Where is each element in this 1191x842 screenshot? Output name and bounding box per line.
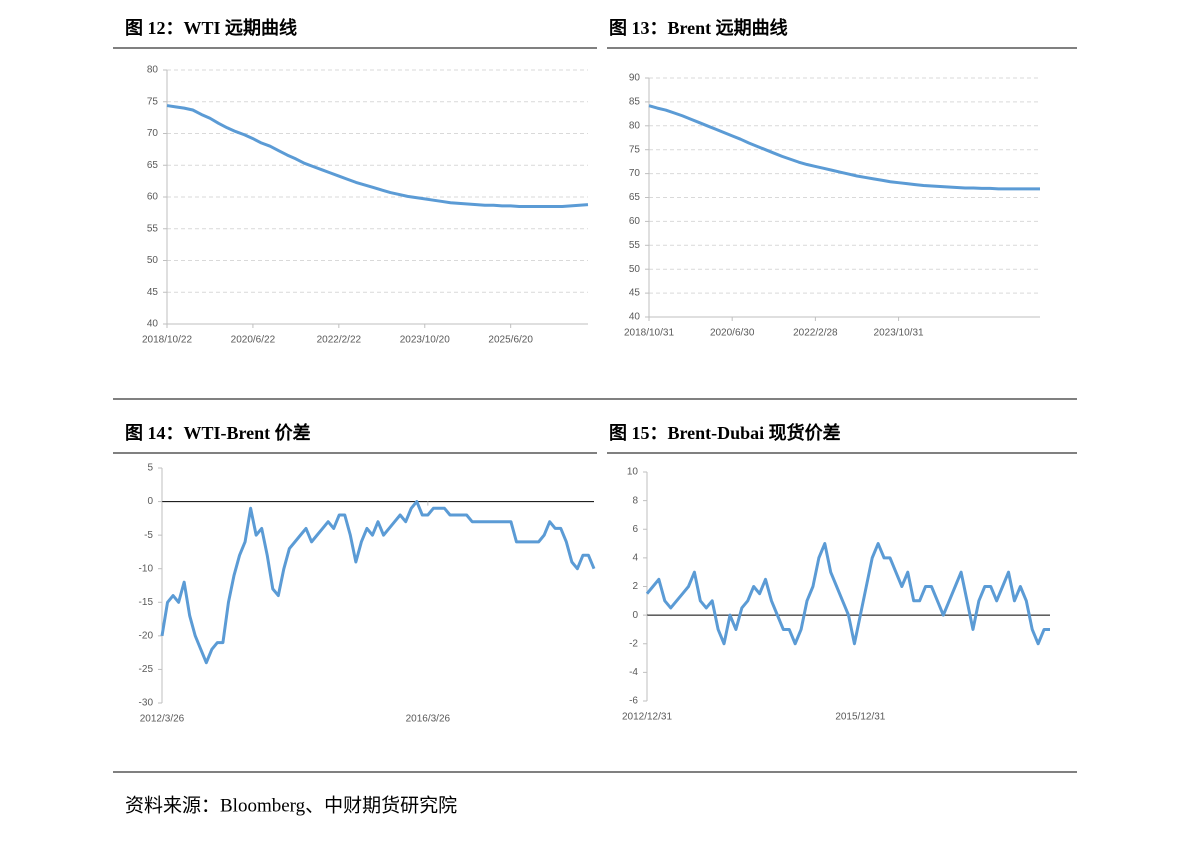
x-tick-label: 2025/6/20 — [488, 335, 533, 346]
y-tick-label: 50 — [629, 264, 641, 275]
y-tick-label: 55 — [629, 240, 641, 251]
y-tick-label: -30 — [139, 698, 154, 709]
x-tick-label: 2012/12/31 — [622, 712, 672, 723]
y-tick-label: 85 — [629, 97, 641, 108]
source-note: 资料来源：Bloomberg、中财期货研究院 — [125, 794, 457, 816]
y-tick-label: 65 — [629, 192, 641, 203]
x-tick-label: 2018/10/22 — [142, 335, 192, 346]
chart-title: 图 14：WTI-Brent 价差 — [125, 422, 311, 443]
y-tick-label: -5 — [144, 530, 153, 541]
y-tick-label: -2 — [629, 638, 638, 649]
y-tick-label: 75 — [147, 96, 159, 107]
y-tick-label: 4 — [632, 553, 638, 564]
y-tick-label: 55 — [147, 223, 159, 234]
y-tick-label: 80 — [147, 65, 159, 76]
y-tick-label: -10 — [139, 563, 154, 574]
y-tick-label: 75 — [629, 144, 641, 155]
x-tick-label: 2018/10/31 — [624, 328, 674, 339]
x-tick-label: 2016/3/26 — [406, 714, 451, 725]
y-tick-label: 40 — [147, 319, 159, 330]
y-tick-label: 70 — [629, 168, 641, 179]
data-line — [645, 542, 1050, 646]
y-tick-label: -6 — [629, 696, 638, 707]
y-tick-label: -4 — [629, 667, 638, 678]
x-tick-label: 2012/3/26 — [140, 714, 185, 725]
y-tick-label: 10 — [627, 467, 639, 478]
y-tick-label: -25 — [139, 664, 154, 675]
y-tick-label: 6 — [632, 524, 638, 535]
y-tick-label: 70 — [147, 128, 159, 139]
data-line — [166, 104, 589, 209]
y-tick-label: 8 — [632, 495, 638, 506]
chart-title: 图 15：Brent-Dubai 现货价差 — [609, 422, 841, 443]
y-tick-label: 50 — [147, 255, 159, 266]
y-tick-label: -20 — [139, 630, 154, 641]
x-tick-label: 2023/10/31 — [874, 328, 924, 339]
x-tick-label: 2020/6/22 — [231, 335, 276, 346]
y-tick-label: 60 — [147, 192, 159, 203]
y-tick-label: -15 — [139, 597, 154, 608]
y-tick-label: 80 — [629, 120, 641, 131]
x-tick-label: 2015/12/31 — [835, 712, 885, 723]
chart-title: 图 13：Brent 远期曲线 — [609, 17, 788, 38]
y-tick-label: 60 — [629, 216, 641, 227]
data-line — [160, 500, 596, 665]
x-tick-label: 2023/10/20 — [400, 335, 450, 346]
y-tick-label: 2 — [632, 581, 638, 592]
chart-title: 图 12：WTI 远期曲线 — [125, 17, 297, 38]
x-tick-label: 2022/2/28 — [793, 328, 838, 339]
y-tick-label: 5 — [147, 463, 153, 474]
data-line — [648, 104, 1040, 191]
y-tick-label: 0 — [147, 496, 153, 507]
y-tick-label: 0 — [632, 610, 638, 621]
y-tick-label: 65 — [147, 160, 159, 171]
y-tick-label: 40 — [629, 312, 641, 323]
y-tick-label: 45 — [629, 288, 641, 299]
y-tick-label: 45 — [147, 287, 159, 298]
x-tick-label: 2020/6/30 — [710, 328, 755, 339]
x-tick-label: 2022/2/22 — [317, 335, 362, 346]
y-tick-label: 90 — [629, 73, 641, 84]
